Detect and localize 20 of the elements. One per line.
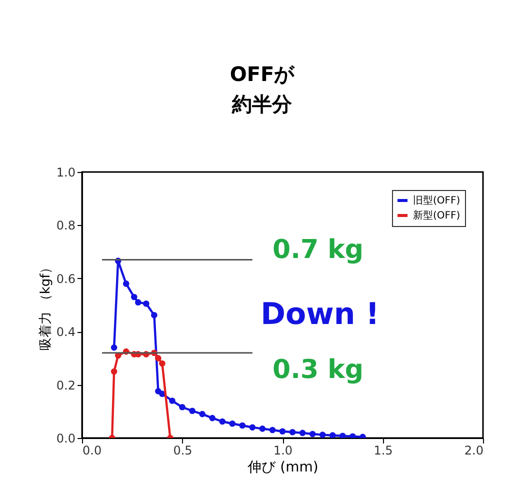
y-axis-title: 吸着力 （kgf）: [37, 260, 54, 350]
x-tick-label: 1.5: [374, 444, 393, 458]
y-tick-label: 0.8: [56, 218, 76, 233]
annotation: 0.7 kg: [272, 235, 364, 265]
text: OFFが: [230, 62, 296, 86]
y-tick-label: 1.0: [56, 166, 76, 180]
legend-label: 新型(OFF): [413, 210, 460, 222]
text: 約半分: [231, 92, 293, 116]
annotation: Down !: [260, 297, 380, 332]
x-axis-title: 伸び (mm): [246, 460, 318, 476]
x-tick-label: 0.0: [82, 444, 102, 458]
x-tick-label: 1.0: [273, 444, 293, 458]
annotation: 0.3 kg: [272, 355, 364, 385]
x-tick-label: 0.5: [173, 444, 192, 458]
y-tick-label: 0.0: [56, 432, 76, 446]
legend-label: 旧型(OFF): [413, 194, 460, 206]
y-tick-label: 0.6: [56, 272, 76, 286]
x-tick-label: 2.0: [464, 444, 484, 458]
y-tick-label: 0.4: [56, 325, 76, 340]
y-tick-label: 0.2: [56, 378, 76, 392]
